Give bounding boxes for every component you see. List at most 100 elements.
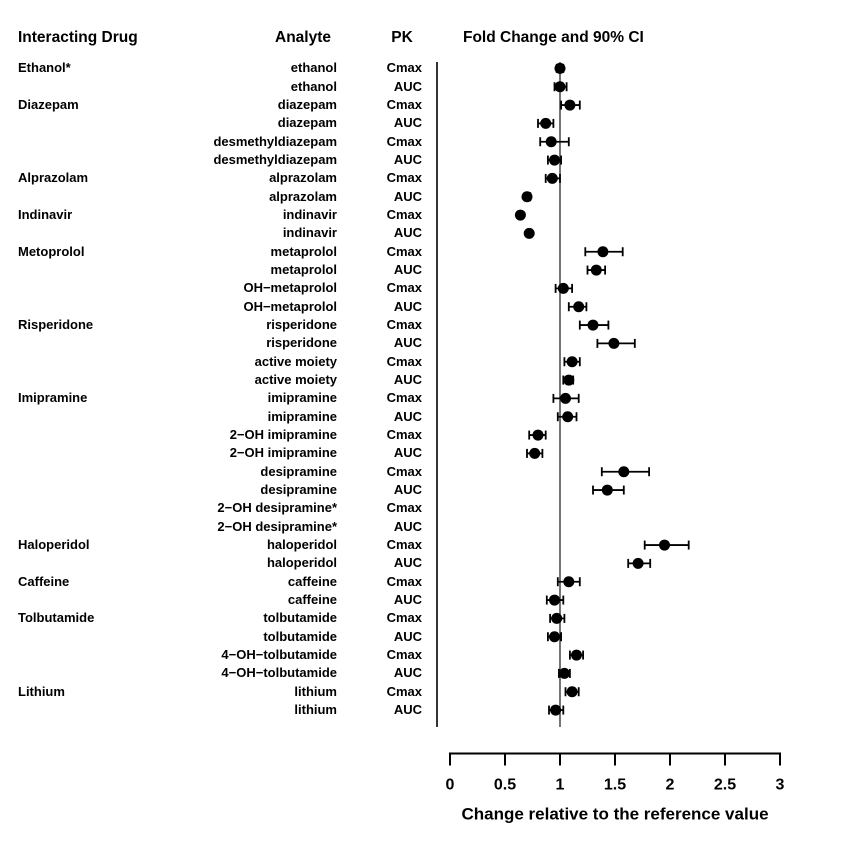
data-point — [564, 99, 576, 111]
data-point — [632, 557, 644, 569]
col-header-fold-change: Fold Change and 90% CI — [463, 29, 644, 46]
row-pk-label: AUC — [393, 188, 422, 204]
x-tick-label: 0.5 — [494, 777, 516, 794]
data-point — [554, 62, 566, 74]
data-point — [659, 539, 670, 551]
data-point — [562, 411, 574, 423]
row-analyte-label: haloperidol — [266, 537, 337, 553]
data-point — [557, 282, 569, 294]
data-point — [529, 447, 541, 459]
row-pk-label: Cmax — [386, 610, 422, 626]
row-pk-label: Cmax — [386, 280, 422, 296]
data-point — [587, 319, 599, 331]
row-analyte-label: alprazolam — [269, 170, 337, 186]
row-analyte-label: ethanol — [290, 78, 337, 94]
row-drug-label: Haloperidol — [18, 537, 90, 553]
row-analyte-label: lithium — [294, 683, 337, 699]
row-pk-label: AUC — [393, 665, 422, 681]
data-point — [558, 667, 570, 679]
row-pk-label: Cmax — [386, 207, 422, 223]
data-point — [551, 612, 563, 624]
data-point — [566, 356, 578, 368]
data-point — [573, 301, 585, 313]
x-tick-label: 2.5 — [714, 777, 736, 794]
row-analyte-label: tolbutamide — [263, 628, 337, 644]
data-point — [521, 191, 533, 203]
data-point — [550, 704, 562, 716]
col-header-interacting-drug: Interacting Drug — [18, 29, 138, 46]
row-pk-label: Cmax — [386, 537, 422, 553]
row-drug-label: Ethanol* — [18, 60, 71, 76]
row-pk-label: AUC — [393, 408, 422, 424]
row-pk-label: AUC — [393, 445, 422, 461]
row-analyte-label: caffeine — [287, 592, 337, 608]
row-analyte-label: metaprolol — [270, 243, 337, 259]
x-tick-label: 1 — [556, 777, 565, 794]
data-point — [546, 172, 558, 184]
row-pk-label: AUC — [393, 262, 422, 278]
row-analyte-label: diazepam — [277, 115, 337, 131]
row-analyte-label: ethanol — [290, 60, 337, 76]
data-point — [608, 337, 620, 349]
data-point — [549, 631, 560, 643]
row-analyte-label: 2−OH desipramine* — [217, 518, 337, 534]
col-header-analyte: Analyte — [275, 29, 331, 46]
row-analyte-label: 4−OH−tolbutamide — [221, 647, 337, 663]
row-analyte-label: alprazolam — [269, 188, 337, 204]
row-pk-label: AUC — [393, 225, 422, 241]
row-analyte-label: desipramine — [260, 482, 337, 498]
row-pk-label: AUC — [393, 702, 422, 718]
data-point — [571, 649, 582, 661]
data-point — [560, 392, 571, 404]
data-point — [563, 374, 575, 386]
data-point — [597, 246, 609, 258]
row-pk-label: AUC — [393, 518, 422, 534]
data-point — [532, 429, 544, 441]
row-drug-label: Lithium — [18, 683, 65, 699]
data-point — [554, 81, 566, 93]
row-pk-label: Cmax — [386, 170, 422, 186]
row-analyte-label: imipramine — [267, 408, 337, 424]
row-analyte-label: indinavir — [282, 225, 337, 241]
row-pk-label: Cmax — [386, 500, 422, 516]
row-analyte-label: desmethyldiazepam — [213, 133, 337, 149]
col-header-pk: PK — [391, 29, 413, 46]
row-analyte-label: metaprolol — [270, 262, 337, 278]
row-pk-label: Cmax — [386, 243, 422, 259]
row-pk-label: Cmax — [386, 427, 422, 443]
row-pk-label: Cmax — [386, 573, 422, 589]
row-pk-label: Cmax — [386, 97, 422, 113]
row-pk-label: AUC — [393, 78, 422, 94]
row-pk-label: AUC — [393, 555, 422, 571]
row-pk-label: Cmax — [386, 353, 422, 369]
row-analyte-label: haloperidol — [266, 555, 337, 571]
row-drug-label: Alprazolam — [18, 170, 89, 186]
row-drug-label: Risperidone — [18, 317, 94, 333]
row-pk-label: Cmax — [386, 463, 422, 479]
row-pk-label: AUC — [393, 298, 422, 314]
row-analyte-label: active moiety — [254, 372, 337, 388]
row-pk-label: AUC — [393, 152, 422, 168]
row-drug-label: Caffeine — [18, 573, 70, 589]
row-pk-label: AUC — [393, 592, 422, 608]
data-point — [618, 466, 630, 478]
row-drug-label: Imipramine — [18, 390, 88, 406]
row-pk-label: AUC — [393, 628, 422, 644]
row-drug-label: Diazepam — [18, 97, 79, 113]
data-point — [540, 117, 552, 129]
row-analyte-label: risperidone — [266, 317, 337, 333]
data-point — [545, 136, 557, 148]
row-pk-label: AUC — [393, 335, 422, 351]
x-tick-label: 3 — [776, 777, 785, 794]
row-drug-label: Tolbutamide — [18, 610, 95, 626]
row-pk-label: Cmax — [386, 390, 422, 406]
row-pk-label: AUC — [393, 372, 422, 388]
x-tick-label: 2 — [666, 777, 675, 794]
row-pk-label: Cmax — [386, 60, 422, 76]
row-analyte-label: tolbutamide — [263, 610, 337, 626]
row-drug-label: Metoprolol — [18, 243, 85, 259]
row-analyte-label: 2−OH desipramine* — [217, 500, 337, 516]
row-drug-label: Indinavir — [18, 207, 73, 223]
